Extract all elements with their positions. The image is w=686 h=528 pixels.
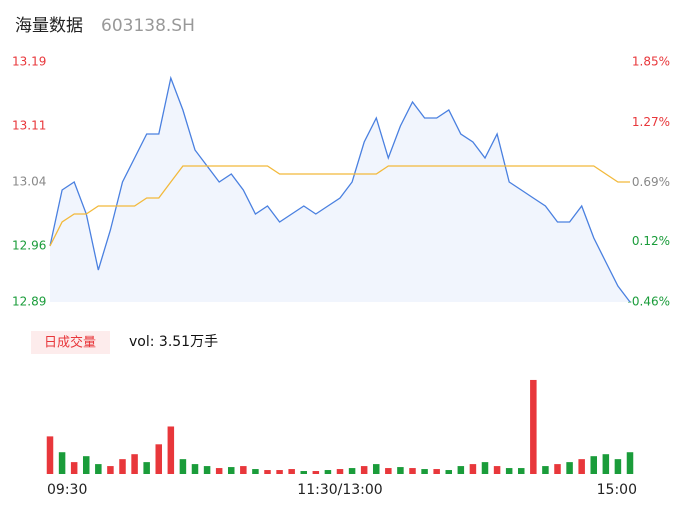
y2-tick-label: 0.69% xyxy=(632,175,670,189)
volume-bar xyxy=(469,464,477,474)
volume-bar xyxy=(46,436,54,474)
volume-label-bg xyxy=(31,331,110,354)
y2-tick-label: 1.27% xyxy=(632,115,670,129)
stock-name: 海量数据 xyxy=(15,16,83,36)
volume-bar xyxy=(107,466,114,474)
volume-bar xyxy=(70,462,78,474)
volume-bar xyxy=(578,459,585,474)
volume-bar xyxy=(445,470,453,474)
volume-bar xyxy=(626,452,634,474)
volume-bar xyxy=(493,466,501,474)
volume-bar xyxy=(566,462,573,474)
y-tick-label: 13.11 xyxy=(12,119,46,133)
volume-bar xyxy=(409,468,416,474)
volume-bar xyxy=(614,459,622,474)
volume-bar xyxy=(554,464,561,474)
volume-bar xyxy=(372,464,380,474)
volume-bar xyxy=(58,452,66,474)
volume-label: 日成交量 xyxy=(44,335,96,351)
y-tick-label: 12.96 xyxy=(12,239,46,253)
x-tick-label: 09:30 xyxy=(47,482,87,498)
x-tick-label: 15:00 xyxy=(597,482,637,498)
volume-bar xyxy=(119,459,126,474)
volume-bar xyxy=(179,459,187,474)
volume-bar xyxy=(300,471,308,474)
y-tick-label: 12.89 xyxy=(12,295,46,309)
volume-bar xyxy=(167,426,175,474)
volume-bar xyxy=(203,466,211,474)
stock-code: 603138.SH xyxy=(101,16,195,36)
y2-tick-label: 1.85% xyxy=(632,55,670,69)
volume-bar xyxy=(82,456,90,474)
volume-bar xyxy=(336,469,344,474)
volume-bar xyxy=(131,454,138,474)
volume-bar xyxy=(421,469,428,474)
volume-bar xyxy=(360,466,368,474)
volume-bar xyxy=(143,462,150,474)
volume-bar xyxy=(517,468,525,474)
volume-bar xyxy=(505,468,513,474)
volume-bar xyxy=(288,469,295,474)
volume-bar xyxy=(252,469,259,474)
volume-bar xyxy=(264,470,271,474)
volume-bar xyxy=(155,444,163,474)
volume-bar xyxy=(481,462,489,474)
volume-bar xyxy=(215,468,223,474)
y-tick-label: 13.19 xyxy=(12,55,46,69)
volume-bar xyxy=(530,379,537,474)
volume-bar xyxy=(240,466,247,474)
price-area xyxy=(50,78,630,302)
volume-bar xyxy=(457,466,465,474)
volume-bar xyxy=(312,471,320,474)
volume-bar xyxy=(191,464,199,474)
volume-text: vol: 3.51万手 xyxy=(129,334,218,350)
y-tick-label: 13.04 xyxy=(12,175,46,189)
average-line xyxy=(49,165,630,247)
volume-bar xyxy=(433,469,440,474)
volume-bar xyxy=(602,454,610,474)
volume-bar xyxy=(385,468,392,474)
volume-bar xyxy=(542,466,549,474)
y2-tick-label: 0.12% xyxy=(632,234,670,248)
y2-tick-label: -0.46% xyxy=(628,295,670,309)
x-tick-label: 11:30/13:00 xyxy=(297,482,382,498)
volume-bar xyxy=(324,470,332,474)
volume-bar xyxy=(590,456,598,474)
volume-bar xyxy=(276,470,283,474)
volume-bar xyxy=(397,467,404,474)
volume-bar xyxy=(227,467,235,474)
price-line xyxy=(49,75,631,303)
volume-bar xyxy=(95,464,102,474)
volume-bar xyxy=(348,468,356,474)
